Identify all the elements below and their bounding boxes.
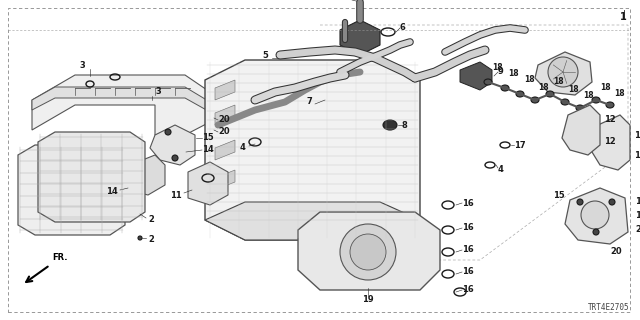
Text: 18: 18 xyxy=(568,85,579,94)
Text: 17: 17 xyxy=(514,140,525,149)
Text: TRT4E2705: TRT4E2705 xyxy=(588,303,630,312)
Text: 18: 18 xyxy=(538,83,548,92)
Text: 18: 18 xyxy=(508,69,518,78)
Text: 20: 20 xyxy=(218,116,230,124)
Ellipse shape xyxy=(606,102,614,108)
Text: 8: 8 xyxy=(402,121,408,130)
Text: 5: 5 xyxy=(262,52,268,60)
Ellipse shape xyxy=(383,120,397,130)
Polygon shape xyxy=(205,202,420,240)
Text: 15: 15 xyxy=(202,133,214,142)
Ellipse shape xyxy=(561,99,569,105)
Text: 4: 4 xyxy=(239,143,245,153)
Circle shape xyxy=(548,57,578,87)
Polygon shape xyxy=(592,115,630,170)
Text: 12: 12 xyxy=(604,116,616,124)
Ellipse shape xyxy=(137,162,143,168)
Circle shape xyxy=(581,201,609,229)
Text: 16: 16 xyxy=(462,268,474,276)
Polygon shape xyxy=(122,155,165,195)
Text: 16: 16 xyxy=(462,285,474,294)
Text: 20: 20 xyxy=(635,226,640,235)
Polygon shape xyxy=(205,60,420,240)
Polygon shape xyxy=(215,140,235,160)
Text: 12: 12 xyxy=(604,138,616,147)
Text: 6: 6 xyxy=(400,23,406,33)
Ellipse shape xyxy=(172,155,178,161)
Text: 16: 16 xyxy=(462,198,474,207)
Polygon shape xyxy=(38,132,145,222)
Circle shape xyxy=(350,234,386,270)
Text: 2: 2 xyxy=(148,236,154,244)
Polygon shape xyxy=(18,145,125,235)
Text: 16: 16 xyxy=(462,245,474,254)
Text: 3: 3 xyxy=(155,87,161,97)
Ellipse shape xyxy=(577,199,583,205)
Text: 18: 18 xyxy=(614,89,625,98)
Text: FR.: FR. xyxy=(52,253,67,262)
Polygon shape xyxy=(32,75,210,135)
Text: 20: 20 xyxy=(218,127,230,137)
Ellipse shape xyxy=(576,105,584,111)
Circle shape xyxy=(340,224,396,280)
Ellipse shape xyxy=(516,91,524,97)
Ellipse shape xyxy=(210,126,214,134)
Ellipse shape xyxy=(165,129,171,135)
Ellipse shape xyxy=(501,85,509,91)
Text: 18: 18 xyxy=(524,75,534,84)
Text: 4: 4 xyxy=(498,165,504,174)
Text: 1: 1 xyxy=(620,12,627,22)
Text: 19: 19 xyxy=(362,295,374,305)
Polygon shape xyxy=(562,105,600,155)
Ellipse shape xyxy=(531,97,539,103)
Text: 14: 14 xyxy=(202,146,214,155)
Polygon shape xyxy=(535,52,592,95)
Ellipse shape xyxy=(484,79,492,85)
Polygon shape xyxy=(188,162,228,205)
Polygon shape xyxy=(460,62,492,90)
Text: 18: 18 xyxy=(553,77,564,86)
Ellipse shape xyxy=(546,91,554,97)
Ellipse shape xyxy=(210,114,214,122)
Text: 14: 14 xyxy=(635,211,640,220)
Polygon shape xyxy=(32,87,210,112)
Polygon shape xyxy=(565,188,628,244)
Text: 18: 18 xyxy=(600,83,611,92)
Text: 2: 2 xyxy=(148,215,154,225)
Polygon shape xyxy=(150,125,195,165)
Text: 3: 3 xyxy=(79,60,85,69)
Text: 11: 11 xyxy=(170,190,182,199)
Text: 16: 16 xyxy=(462,223,474,233)
Text: 18: 18 xyxy=(583,91,594,100)
Ellipse shape xyxy=(592,97,600,103)
Text: 13: 13 xyxy=(634,150,640,159)
Text: 18: 18 xyxy=(492,63,502,72)
Text: 7: 7 xyxy=(307,98,312,107)
Ellipse shape xyxy=(138,236,142,240)
Text: 14: 14 xyxy=(106,188,118,196)
Polygon shape xyxy=(298,212,440,290)
Text: 13: 13 xyxy=(634,131,640,140)
Text: 9: 9 xyxy=(498,68,504,76)
Polygon shape xyxy=(340,20,380,55)
Polygon shape xyxy=(215,105,235,125)
Text: 20: 20 xyxy=(610,247,621,257)
Text: 14: 14 xyxy=(635,197,640,206)
Ellipse shape xyxy=(593,229,599,235)
Polygon shape xyxy=(215,170,235,190)
Ellipse shape xyxy=(609,199,615,205)
Text: 15: 15 xyxy=(553,190,565,199)
Polygon shape xyxy=(215,80,235,100)
